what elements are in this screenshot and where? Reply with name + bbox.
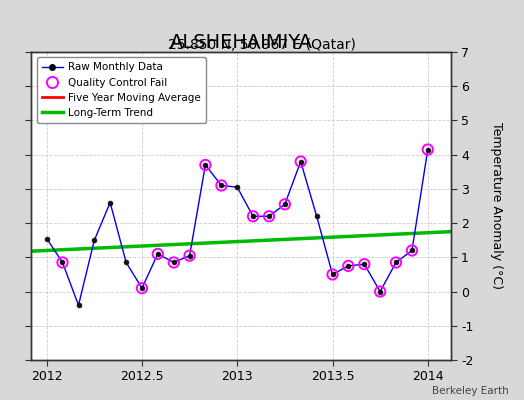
Raw Monthly Data — [330, 272, 336, 277]
Quality Control Fail — [376, 288, 384, 295]
Raw Monthly Data — [361, 262, 367, 266]
Quality Control Fail — [170, 259, 178, 266]
Raw Monthly Data — [234, 185, 241, 190]
Raw Monthly Data — [123, 260, 129, 265]
Quality Control Fail — [408, 247, 416, 254]
Quality Control Fail — [423, 146, 432, 153]
Title: ALSHEHAIMIYA: ALSHEHAIMIYA — [170, 33, 312, 52]
Text: Berkeley Earth: Berkeley Earth — [432, 386, 508, 396]
Raw Monthly Data — [377, 289, 383, 294]
Raw Monthly Data — [424, 147, 431, 152]
Raw Monthly Data — [171, 260, 177, 265]
Quality Control Fail — [392, 259, 400, 266]
Raw Monthly Data — [187, 253, 193, 258]
Quality Control Fail — [58, 259, 67, 266]
Raw Monthly Data — [107, 200, 113, 205]
Quality Control Fail — [185, 252, 194, 259]
Quality Control Fail — [344, 263, 353, 269]
Quality Control Fail — [201, 162, 210, 168]
Raw Monthly Data — [59, 260, 66, 265]
Quality Control Fail — [217, 182, 226, 189]
Quality Control Fail — [249, 213, 257, 220]
Raw Monthly Data — [345, 264, 352, 268]
Quality Control Fail — [360, 261, 368, 267]
Legend: Raw Monthly Data, Quality Control Fail, Five Year Moving Average, Long-Term Tren: Raw Monthly Data, Quality Control Fail, … — [37, 57, 206, 123]
Quality Control Fail — [297, 158, 305, 165]
Raw Monthly Data — [282, 202, 288, 207]
Quality Control Fail — [154, 251, 162, 257]
Raw Monthly Data — [139, 286, 145, 290]
Line: Raw Monthly Data: Raw Monthly Data — [44, 147, 430, 308]
Raw Monthly Data — [155, 252, 161, 256]
Raw Monthly Data — [202, 162, 209, 167]
Raw Monthly Data — [91, 238, 97, 243]
Raw Monthly Data — [298, 159, 304, 164]
Raw Monthly Data — [313, 214, 320, 219]
Raw Monthly Data — [43, 236, 50, 241]
Raw Monthly Data — [409, 248, 415, 253]
Quality Control Fail — [138, 285, 146, 291]
Raw Monthly Data — [393, 260, 399, 265]
Quality Control Fail — [265, 213, 273, 220]
Quality Control Fail — [281, 201, 289, 208]
Raw Monthly Data — [219, 183, 225, 188]
Text: 25.850 N, 50.967 E (Qatar): 25.850 N, 50.967 E (Qatar) — [168, 38, 356, 52]
Raw Monthly Data — [75, 303, 82, 308]
Raw Monthly Data — [250, 214, 256, 219]
Y-axis label: Temperature Anomaly (°C): Temperature Anomaly (°C) — [490, 122, 503, 290]
Quality Control Fail — [329, 271, 337, 278]
Raw Monthly Data — [266, 214, 272, 219]
